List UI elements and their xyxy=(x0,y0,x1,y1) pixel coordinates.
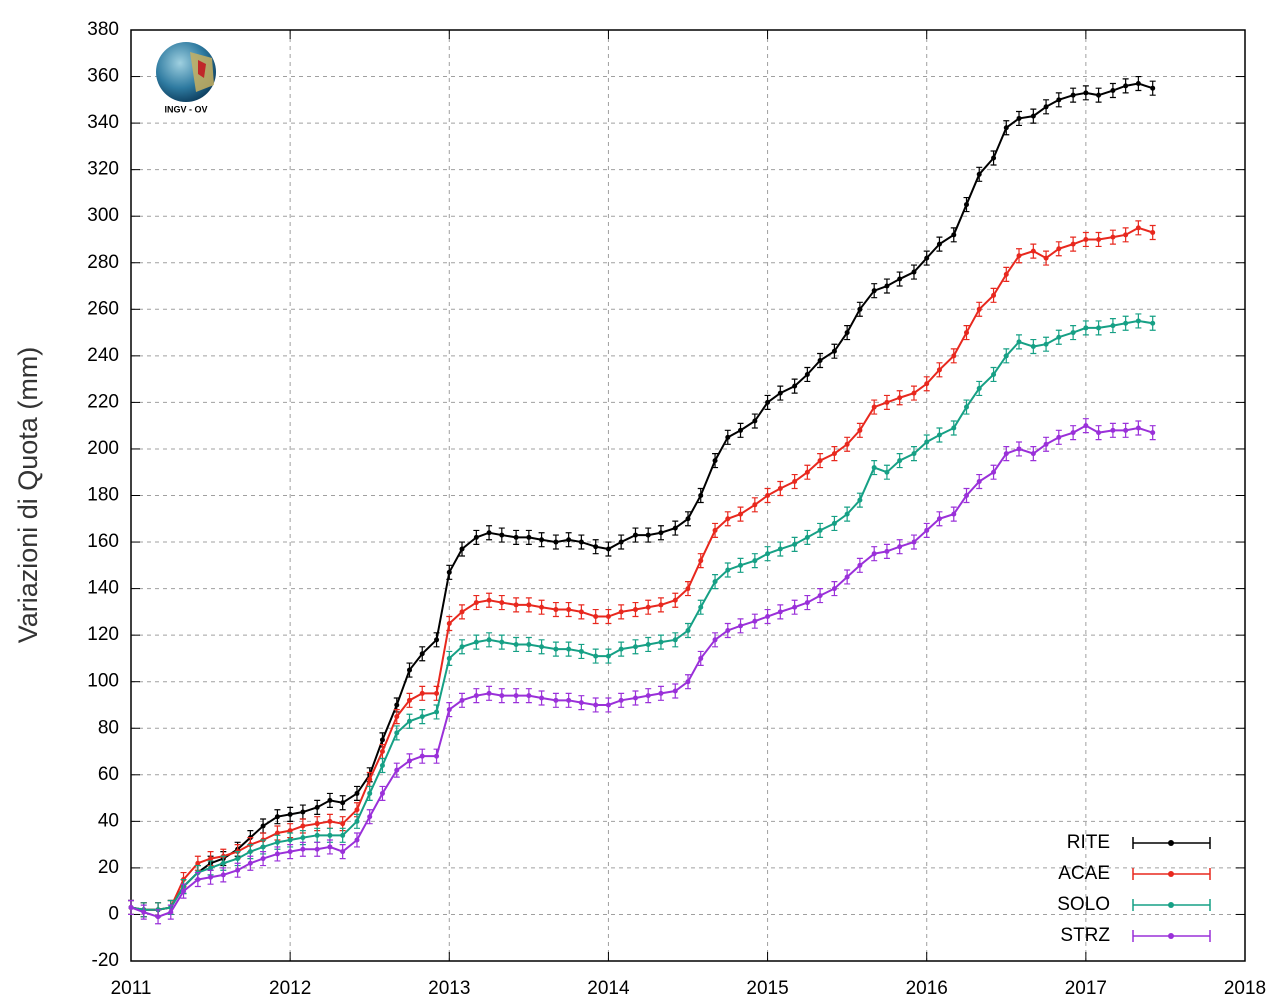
y-tick-label: 100 xyxy=(87,671,119,692)
y-tick-label: 60 xyxy=(98,764,119,785)
y-axis-label: Variazioni di Quota (mm) xyxy=(13,347,43,644)
legend-marker xyxy=(1168,902,1174,908)
legend-marker xyxy=(1168,933,1174,939)
series xyxy=(128,75,1156,918)
y-tick-label: 340 xyxy=(87,112,119,133)
y-tick-label: 200 xyxy=(87,438,119,459)
y-tick-label: 240 xyxy=(87,345,119,366)
logo-land xyxy=(198,60,206,78)
y-tick-label: 380 xyxy=(87,19,119,40)
x-tick-label: 2014 xyxy=(587,978,630,999)
logo-text: INGV - OV xyxy=(164,104,207,114)
legend-label: ACAE xyxy=(1058,863,1110,884)
legend-marker xyxy=(1168,871,1174,877)
series-line xyxy=(130,319,1153,911)
x-tick-label: 2012 xyxy=(269,978,311,999)
x-tick-label: 2011 xyxy=(111,978,152,999)
y-tick-label: -20 xyxy=(92,950,119,971)
x-tick-label: 2015 xyxy=(746,978,788,999)
series xyxy=(128,220,1156,918)
x-tick-label: 2018 xyxy=(1224,978,1266,999)
y-tick-label: 160 xyxy=(87,531,119,552)
y-tick-label: 220 xyxy=(87,391,119,412)
series xyxy=(128,418,1156,925)
x-tick-label: 2013 xyxy=(428,978,470,999)
series-line xyxy=(130,424,1154,918)
logo: INGV - OV xyxy=(156,42,216,114)
y-tick-label: 80 xyxy=(98,717,119,738)
series-line xyxy=(130,82,1154,911)
y-tick-label: 320 xyxy=(87,159,119,180)
y-tick-label: 260 xyxy=(87,298,119,319)
y-tick-label: 300 xyxy=(87,205,119,226)
legend-label: SOLO xyxy=(1057,894,1110,915)
legend-label: RITE xyxy=(1067,832,1110,853)
x-tick-label: 2017 xyxy=(1065,978,1107,999)
series xyxy=(128,313,1156,918)
legend-marker xyxy=(1168,840,1174,846)
y-tick-label: 280 xyxy=(87,252,119,273)
y-tick-label: 120 xyxy=(87,624,119,645)
legend-label: STRZ xyxy=(1060,925,1110,946)
legend: RITE ACAE SOLO STRZ xyxy=(1057,832,1211,946)
y-tick-label: 140 xyxy=(87,578,119,599)
series-line xyxy=(130,226,1154,911)
y-tick-label: 360 xyxy=(87,66,119,87)
x-tick-label: 2016 xyxy=(906,978,948,999)
y-tick-label: 0 xyxy=(108,903,119,924)
y-tick-label: 180 xyxy=(87,485,119,506)
y-tick-label: 40 xyxy=(98,810,119,831)
y-tick-label: 20 xyxy=(98,857,119,878)
